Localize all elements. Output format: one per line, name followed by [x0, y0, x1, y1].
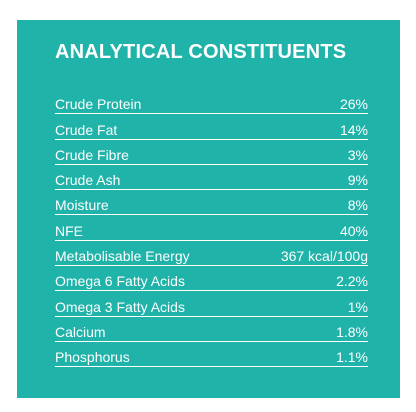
constituent-value: 367 kcal/100g: [280, 248, 368, 265]
constituent-label: Moisture: [55, 197, 109, 214]
constituent-label: Omega 3 Fatty Acids: [55, 298, 185, 315]
constituent-value: 1.8%: [336, 323, 368, 340]
constituent-row: Crude Fibre 3%: [55, 140, 368, 165]
constituent-row: Calcium 1.8%: [55, 317, 368, 342]
constituent-row: Crude Protein 26%: [55, 89, 368, 115]
constituent-row: Crude Ash 9%: [55, 165, 368, 191]
constituent-row: Omega 6 Fatty Acids 2.2%: [55, 266, 368, 292]
constituent-value: 26%: [339, 96, 368, 113]
constituent-value: 3%: [347, 146, 368, 163]
constituent-row: Metabolisable Energy 367 kcal/100g: [55, 241, 368, 267]
constituent-label: Calcium: [55, 323, 106, 340]
constituent-label: Crude Fat: [55, 121, 118, 138]
constituents-list: Crude Protein 26% Crude Fat 14% Crude Fi…: [55, 89, 368, 368]
constituent-row: NFE 40%: [55, 215, 368, 241]
constituent-label: Omega 6 Fatty Acids: [55, 273, 185, 290]
constituent-label: Crude Ash: [55, 172, 121, 189]
constituent-value: 1.1%: [336, 349, 368, 366]
constituent-label: Crude Fibre: [55, 146, 129, 163]
constituent-label: Crude Protein: [55, 96, 142, 113]
constituent-row: Crude Fat 14%: [55, 114, 368, 140]
constituent-value: 40%: [339, 222, 368, 239]
constituent-row: Moisture 8%: [55, 190, 368, 216]
constituent-value: 9%: [347, 172, 368, 189]
constituent-label: Metabolisable Energy: [55, 248, 190, 265]
constituent-row: Phosphorus 1.1%: [55, 342, 368, 368]
constituent-row: Omega 3 Fatty Acids 1%: [55, 291, 368, 317]
analytical-constituents-panel: ANALYTICAL CONSTITUENTS Crude Protein 26…: [17, 20, 400, 398]
panel-title: ANALYTICAL CONSTITUENTS: [55, 41, 347, 63]
constituent-value: 8%: [347, 197, 368, 214]
constituent-value: 1%: [347, 298, 368, 315]
constituent-value: 2.2%: [336, 273, 368, 290]
constituent-label: NFE: [55, 222, 83, 239]
constituent-label: Phosphorus: [55, 349, 130, 366]
constituent-value: 14%: [339, 121, 368, 138]
